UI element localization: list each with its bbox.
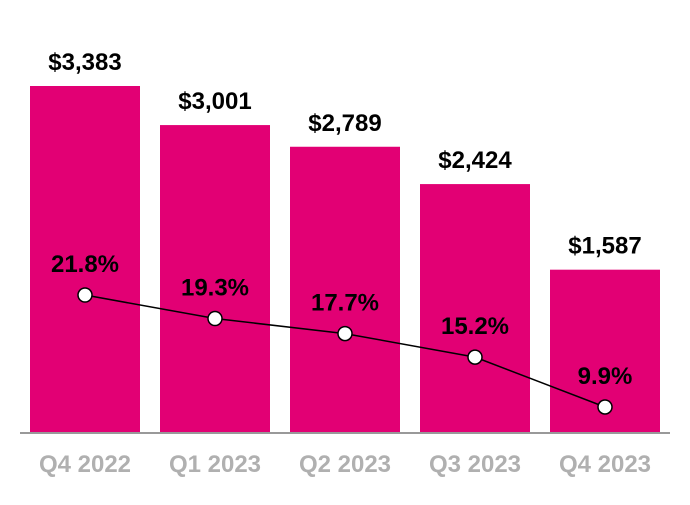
- bar-1: [160, 125, 270, 433]
- percent-marker-1: [207, 310, 223, 327]
- bar-value-label: $1,587: [568, 233, 641, 260]
- bar-value-label: $2,424: [438, 147, 512, 174]
- percent-label: 19.3%: [181, 275, 249, 302]
- x-tick-label: Q2 2023: [299, 451, 391, 478]
- bar-2: [290, 146, 400, 432]
- bar-value-label: $3,001: [178, 88, 251, 115]
- percent-marker-3: [467, 349, 483, 365]
- bar-3: [420, 184, 530, 432]
- bar-value-label: $2,789: [308, 110, 381, 137]
- percent-label: 9.9%: [578, 363, 633, 390]
- percent-marker-4: [597, 399, 613, 415]
- percent-label: 21.8%: [51, 251, 119, 278]
- percent-label: 15.2%: [441, 313, 509, 340]
- percent-label: 17.7%: [311, 290, 379, 317]
- x-tick-label: Q4 2023: [559, 451, 651, 478]
- bar-value-label: $3,383: [48, 49, 121, 76]
- percent-marker-0: [77, 287, 93, 303]
- x-tick-label: Q4 2022: [39, 451, 131, 478]
- percent-marker-2: [337, 325, 353, 342]
- x-tick-label: Q3 2023: [429, 451, 521, 478]
- bar-0: [30, 86, 140, 432]
- x-tick-label: Q1 2023: [169, 451, 261, 478]
